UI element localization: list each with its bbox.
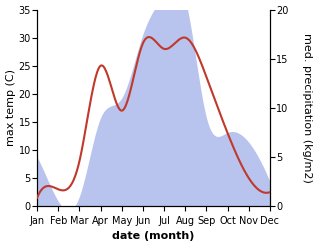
Y-axis label: max temp (C): max temp (C) — [5, 69, 16, 146]
Y-axis label: med. precipitation (kg/m2): med. precipitation (kg/m2) — [302, 33, 313, 183]
X-axis label: date (month): date (month) — [112, 231, 195, 242]
